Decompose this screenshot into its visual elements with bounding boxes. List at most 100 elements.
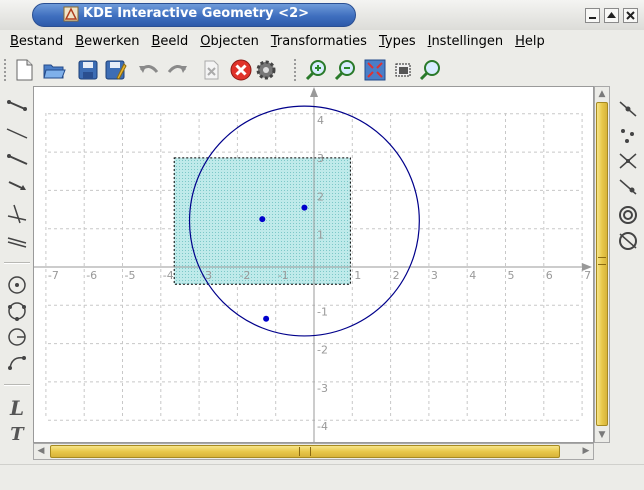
menu-objecten[interactable]: Objecten	[200, 34, 259, 49]
menu-help[interactable]: Help	[515, 34, 545, 49]
menu-beeld[interactable]: Beeld	[151, 34, 189, 49]
y-axis-arrow	[310, 87, 318, 97]
main-toolbar	[0, 56, 644, 84]
settings-icon	[256, 60, 276, 80]
maximize-button[interactable]	[604, 8, 619, 23]
vertical-scrollbar[interactable]: ▲ ▼	[594, 86, 610, 443]
maximize-icon	[607, 12, 616, 18]
constrained-point-icon	[619, 179, 637, 195]
cancel-construction-button[interactable]	[229, 58, 253, 82]
y-tick-label: -3	[317, 382, 328, 395]
zoom-fit-button[interactable]	[363, 58, 387, 82]
segment-tool[interactable]	[6, 94, 28, 116]
save-as-button[interactable]	[103, 58, 127, 82]
undo-button[interactable]	[137, 58, 161, 82]
circle-point[interactable]	[263, 315, 270, 322]
menu-instellingen[interactable]: Instellingen	[427, 34, 504, 49]
delete-icon	[204, 60, 219, 80]
constrained-point-tool[interactable]	[617, 176, 639, 198]
parallel-icon	[7, 237, 27, 248]
line-icon	[6, 128, 28, 139]
scroll-left-icon[interactable]: ◀	[37, 446, 45, 456]
parallel-tool[interactable]	[6, 228, 28, 250]
scroll-up-icon[interactable]: ▲	[598, 89, 606, 99]
settings-button[interactable]	[254, 58, 278, 82]
minimize-icon	[589, 17, 596, 19]
new-document-button[interactable]	[12, 58, 36, 82]
segment-icon	[7, 100, 27, 111]
transform-tool[interactable]	[617, 204, 639, 226]
x-tick-label: -4	[163, 269, 174, 282]
construction-circle[interactable]	[188, 105, 420, 337]
geometry-canvas[interactable]: -7 -6 -5 -4 -3 -2 -1 1 2 3 4 5 6 7 4 3 2 1 -1 -2 -3 -4	[33, 86, 594, 443]
transform-icon	[619, 206, 637, 224]
left-tool-panel: L T	[0, 86, 33, 456]
title-bar[interactable]: KDE Interactive Geometry <2>	[0, 0, 644, 30]
locus-icon[interactable]: L	[9, 396, 25, 420]
redo-button[interactable]	[165, 58, 189, 82]
save-as-icon	[105, 60, 127, 80]
circle-three-points-tool[interactable]	[6, 300, 28, 322]
delete-button[interactable]	[199, 58, 223, 82]
kig-app-icon	[63, 6, 79, 22]
vertical-scroll-thumb[interactable]	[596, 102, 608, 426]
scroll-right-icon[interactable]: ▶	[582, 446, 590, 456]
ray-tool[interactable]	[6, 148, 28, 170]
tool-separator	[4, 262, 30, 264]
centroid-point[interactable]	[301, 204, 308, 211]
zoom-custom-button[interactable]	[418, 58, 442, 82]
geometry-drawing[interactable]: -7 -6 -5 -4 -3 -2 -1 1 2 3 4 5 6 7 4 3 2 1 -1 -2 -3 -4	[34, 87, 594, 443]
menu-bewerken[interactable]: Bewerken	[75, 34, 140, 49]
toolbar-grip-2[interactable]	[294, 59, 298, 81]
y-tick-label: -4	[317, 420, 328, 433]
midpoint-tool[interactable]	[617, 98, 639, 120]
perpendicular-icon	[7, 204, 27, 224]
window-title: KDE Interactive Geometry <2>	[83, 6, 310, 21]
zoom-in-button[interactable]	[305, 58, 329, 82]
x-tick-label: -7	[48, 269, 59, 282]
tool-separator-2	[4, 384, 30, 386]
menu-bar: Bestand Bewerken Beeld Objecten Transfor…	[0, 33, 644, 53]
scroll-down-icon[interactable]: ▼	[598, 430, 606, 440]
center-point[interactable]	[259, 216, 266, 223]
point-tool[interactable]	[617, 124, 639, 146]
text-label-icon[interactable]: T	[10, 424, 24, 445]
zoom-rect-button[interactable]	[392, 58, 416, 82]
intersection-icon	[619, 153, 637, 169]
zoom-out-button[interactable]	[334, 58, 358, 82]
minimize-button[interactable]	[585, 8, 600, 23]
y-tick-label: -2	[317, 344, 328, 357]
circle-radius-tool[interactable]	[6, 326, 28, 348]
arc-tool[interactable]	[6, 352, 28, 374]
y-tick-label: 2	[317, 190, 324, 203]
x-tick-label: -3	[201, 269, 212, 282]
save-button[interactable]	[76, 58, 100, 82]
perpendicular-tool[interactable]	[6, 202, 28, 224]
open-button[interactable]	[42, 58, 66, 82]
redo-icon	[167, 65, 187, 73]
circle-center-point-icon	[8, 276, 26, 294]
circle-center-point-tool[interactable]	[6, 274, 28, 296]
vector-tool[interactable]	[6, 174, 28, 196]
menu-transformaties[interactable]: Transformaties	[270, 34, 367, 49]
cancel-construction-icon	[230, 59, 252, 81]
conic-icon	[619, 232, 637, 250]
intersection-tool[interactable]	[617, 150, 639, 172]
zoom-custom-icon	[419, 60, 440, 81]
menu-bestand[interactable]: Bestand	[10, 34, 64, 49]
line-tool[interactable]	[6, 122, 28, 144]
close-button[interactable]	[623, 8, 638, 23]
horizontal-scrollbar[interactable]: ◀ ▶	[33, 443, 594, 460]
toolbar-grip[interactable]	[4, 59, 8, 81]
horizontal-scroll-thumb[interactable]	[50, 445, 560, 458]
x-tick-label: 4	[469, 269, 476, 282]
point-icon	[621, 129, 634, 143]
conic-tool[interactable]	[617, 230, 639, 252]
arc-icon	[8, 356, 26, 370]
zoom-fit-icon	[364, 59, 386, 81]
window-buttons	[585, 8, 638, 23]
menu-types[interactable]: Types	[378, 34, 416, 49]
y-tick-label: 3	[317, 152, 324, 165]
x-tick-label: -6	[86, 269, 97, 282]
